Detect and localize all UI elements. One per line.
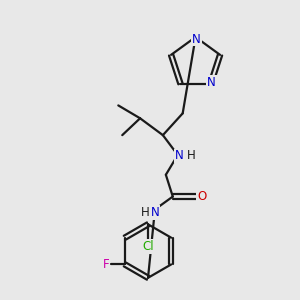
Text: F: F bbox=[103, 258, 109, 271]
Text: N: N bbox=[192, 32, 201, 46]
Text: H: H bbox=[141, 206, 149, 219]
Text: N: N bbox=[151, 206, 159, 219]
Text: O: O bbox=[197, 190, 206, 203]
Text: Cl: Cl bbox=[142, 240, 154, 253]
Text: N: N bbox=[175, 149, 184, 162]
Text: N: N bbox=[207, 76, 216, 89]
Text: H: H bbox=[187, 149, 196, 162]
